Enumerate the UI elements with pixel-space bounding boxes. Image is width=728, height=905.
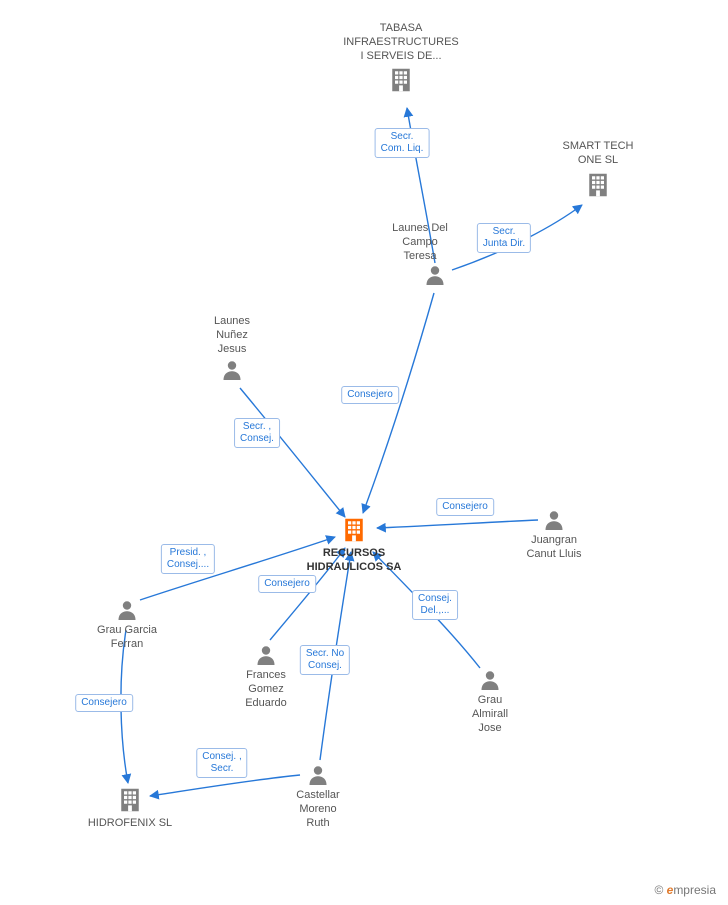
node-tabasa[interactable] [346, 65, 456, 95]
node-grau_jose[interactable]: GrauAlmirallJose [435, 668, 545, 735]
node-label: FrancesGomezEduardo [211, 669, 321, 710]
person-icon [263, 763, 373, 787]
person-icon [435, 668, 545, 692]
edge-label: Consej. ,Secr. [196, 748, 247, 778]
node-label: SMART TECHONE SL [538, 140, 658, 168]
watermark: © empresia [654, 883, 716, 897]
node-label: CastellarMorenoRuth [263, 789, 373, 830]
node-hidrofenix[interactable]: HIDROFENIX SL [75, 785, 185, 831]
node-label-tabasa: TABASAINFRAESTRUCTURESI SERVEIS DE... [341, 20, 461, 63]
node-label: JuangranCanut Lluis [499, 534, 609, 562]
person-icon [72, 598, 182, 622]
edge-label: Consejero [258, 575, 316, 593]
company-icon [299, 515, 409, 545]
node-teresa[interactable] [380, 263, 490, 287]
node-label: LaunesNuñezJesus [172, 315, 292, 356]
node-label-jesus: LaunesNuñezJesus [172, 313, 292, 356]
person-icon [499, 508, 609, 532]
edge-label: Consejero [341, 386, 399, 404]
node-label: TABASAINFRAESTRUCTURESI SERVEIS DE... [341, 22, 461, 63]
copyright-symbol: © [654, 883, 663, 897]
edge-label: Consejero [436, 498, 494, 516]
edge-label: Consej.Del.,... [412, 590, 458, 620]
person-icon [177, 358, 287, 382]
brand-rest: mpresia [673, 883, 716, 897]
node-label: GrauAlmirallJose [435, 694, 545, 735]
node-label: HIDROFENIX SL [75, 817, 185, 831]
company-icon [346, 65, 456, 95]
edge-label: Presid. ,Consej.... [161, 544, 215, 574]
edge [240, 388, 345, 517]
edge-label: Secr. ,Consej. [234, 418, 280, 448]
node-juangran[interactable]: JuangranCanut Lluis [499, 508, 609, 562]
edge-label: Secr.Junta Dir. [477, 223, 531, 253]
company-icon [75, 785, 185, 815]
edge-label: Consejero [75, 694, 133, 712]
node-label: Grau GarciaFerran [72, 624, 182, 652]
node-label-smart: SMART TECHONE SL [538, 138, 658, 168]
edge-label: Secr. NoConsej. [300, 645, 350, 675]
node-label: Launes DelCampoTeresa [360, 222, 480, 263]
company-icon [543, 170, 653, 200]
node-center[interactable]: RECURSOSHIDRAULICOS SA [299, 515, 409, 575]
node-jesus[interactable] [177, 358, 287, 382]
node-label-teresa: Launes DelCampoTeresa [360, 220, 480, 263]
node-castellar[interactable]: CastellarMorenoRuth [263, 763, 373, 830]
edge-label: Secr.Com. Liq. [375, 128, 430, 158]
node-grau_ferran[interactable]: Grau GarciaFerran [72, 598, 182, 652]
node-smart[interactable] [543, 170, 653, 200]
person-icon [380, 263, 490, 287]
node-label: RECURSOSHIDRAULICOS SA [299, 547, 409, 575]
